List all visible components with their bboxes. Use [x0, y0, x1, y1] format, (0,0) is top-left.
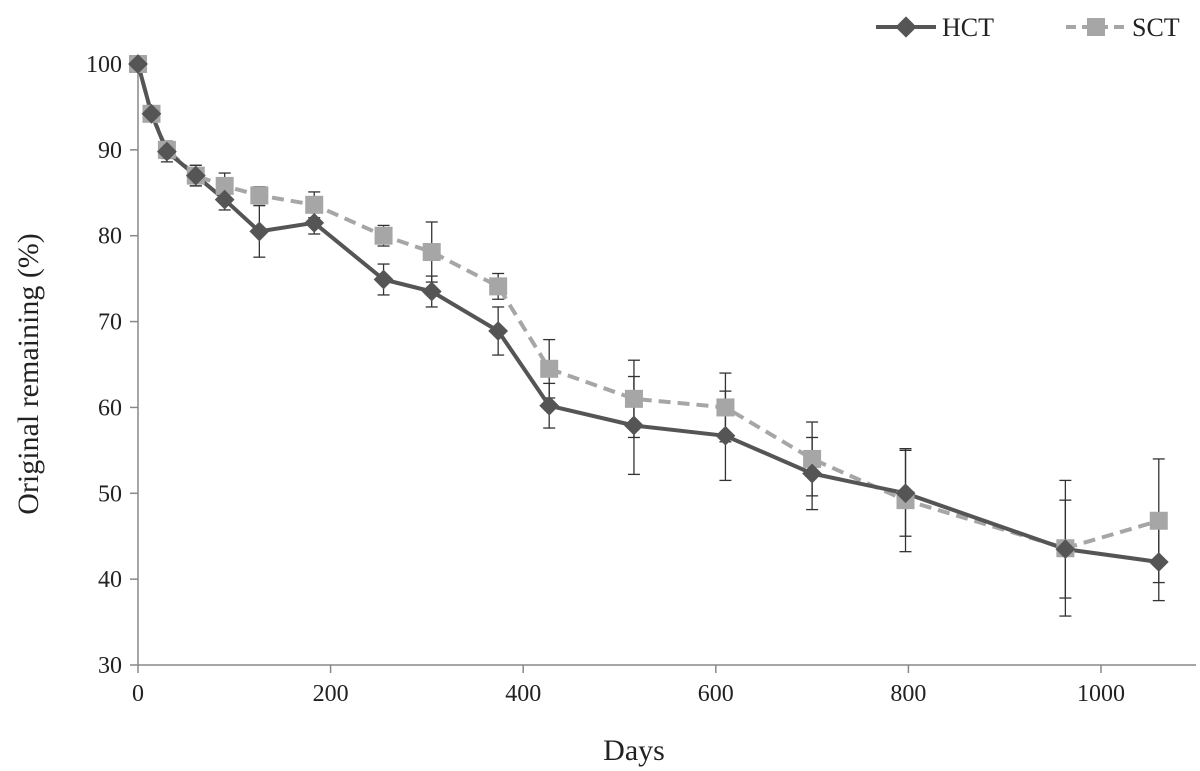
x-tick-label: 600 — [698, 681, 734, 707]
data-point-sct — [716, 398, 735, 417]
legend-label-sct: SCT — [1132, 13, 1180, 42]
data-point-hct — [1055, 539, 1076, 559]
data-point-hct — [488, 321, 509, 341]
data-point-sct — [422, 243, 441, 262]
y-tick-label: 70 — [98, 310, 122, 336]
x-axis-title: Days — [603, 734, 665, 767]
data-point-sct — [803, 449, 822, 468]
x-tick-label: 200 — [313, 681, 349, 707]
y-tick-label: 60 — [98, 395, 122, 421]
data-point-sct — [250, 186, 269, 205]
y-tick-label: 80 — [98, 224, 122, 250]
x-tick-label: 400 — [505, 681, 541, 707]
data-point-sct — [540, 359, 559, 378]
legend-label-hct: HCT — [942, 13, 994, 42]
data-point-sct — [374, 226, 393, 245]
series-markers — [128, 54, 1169, 572]
data-point-sct — [489, 277, 508, 296]
data-point-hct — [214, 189, 235, 210]
data-point-hct — [421, 281, 442, 302]
legend-item-hct: HCT — [876, 13, 994, 42]
legend-marker-sct — [1087, 18, 1105, 36]
legend: HCT SCT — [876, 13, 1180, 42]
data-point-sct — [215, 176, 234, 195]
data-point-sct — [624, 389, 643, 408]
data-point-hct — [185, 165, 206, 186]
data-point-sct — [1149, 511, 1168, 530]
y-tick-label: 100 — [86, 52, 122, 78]
data-point-hct — [304, 212, 325, 233]
series-lines — [136, 63, 1160, 564]
data-point-hct — [715, 425, 736, 446]
data-point-hct — [156, 141, 177, 162]
data-point-hct — [1148, 552, 1169, 572]
x-tick-label: 1000 — [1077, 681, 1125, 707]
y-tick-label: 30 — [98, 653, 122, 679]
legend-marker-hct — [895, 16, 917, 38]
y-tick-label: 90 — [98, 138, 122, 164]
data-point-hct — [895, 483, 916, 504]
x-tick-label: 0 — [132, 681, 144, 707]
data-point-hct — [624, 415, 644, 436]
legend-item-sct: SCT — [1066, 13, 1180, 42]
data-point-hct — [539, 395, 560, 416]
y-tick-label: 50 — [98, 481, 122, 507]
data-point-hct — [802, 463, 822, 484]
series-line-hct — [136, 63, 1160, 564]
series-line-sct — [136, 63, 1160, 551]
data-point-hct — [249, 221, 270, 242]
error-bars — [145, 106, 1165, 617]
data-point-hct — [141, 103, 162, 124]
data-point-hct — [373, 269, 394, 290]
x-tick-label: 800 — [890, 681, 926, 707]
y-axis-title: Original remaining (%) — [12, 233, 45, 515]
y-tick-label: 40 — [98, 567, 122, 593]
data-point-sct — [305, 195, 324, 214]
